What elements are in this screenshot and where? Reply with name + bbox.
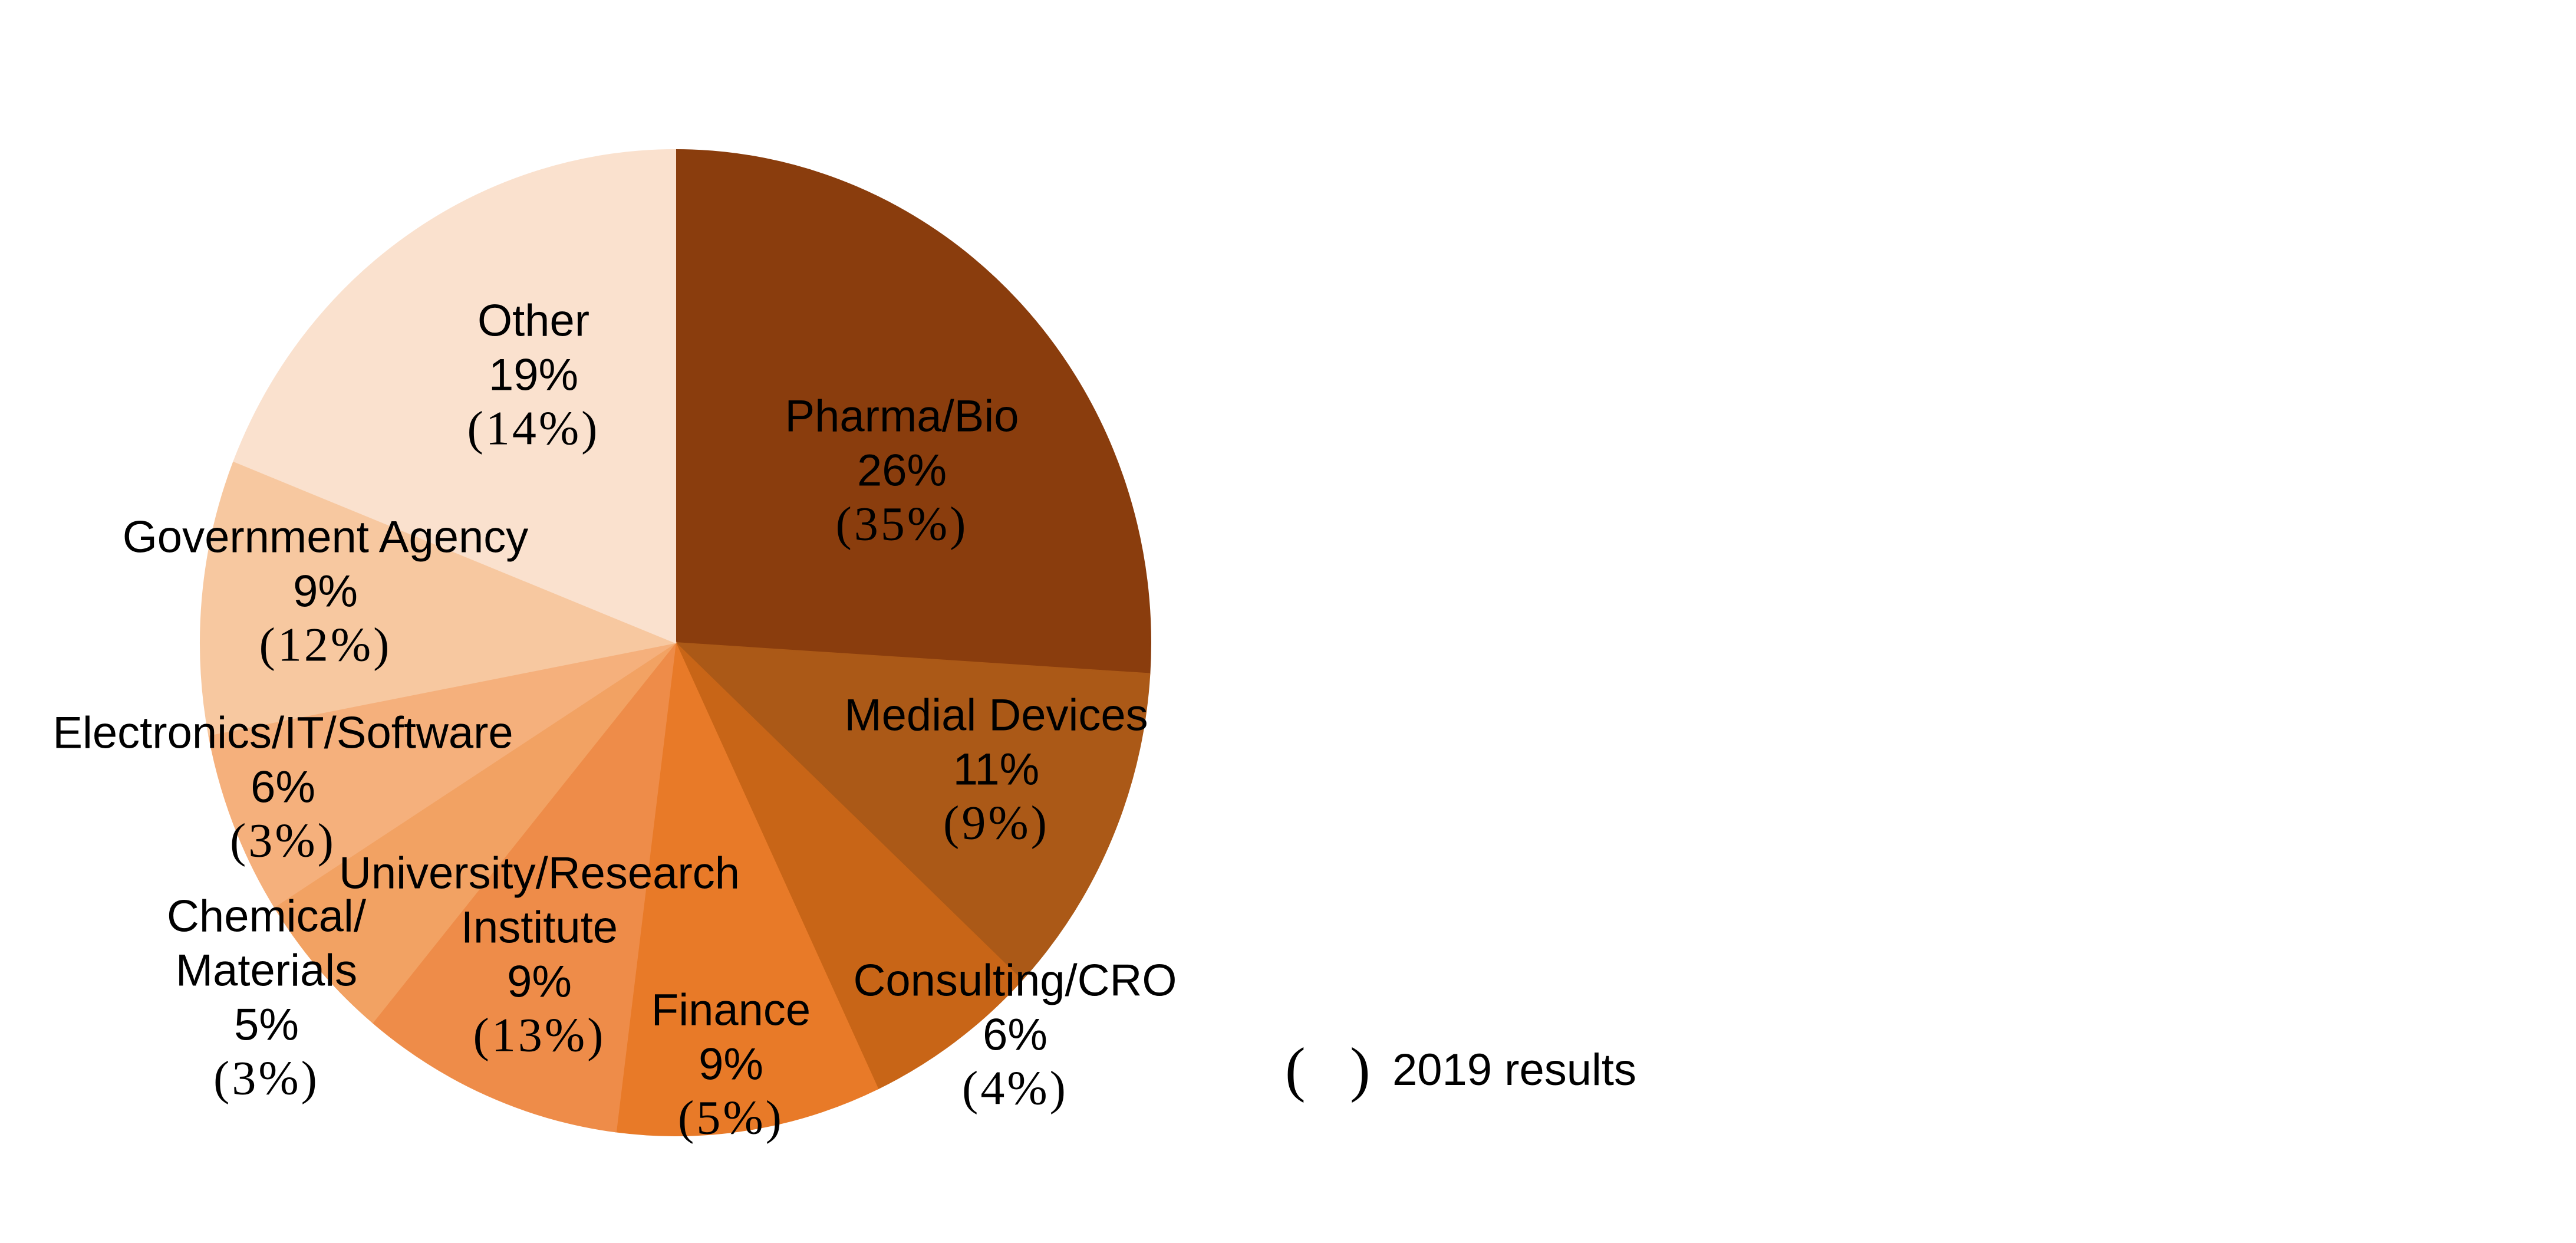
pie-label-consulting-cro-line-2: 6% (983, 1010, 1047, 1060)
pie-slice-electronics-it-software (208, 642, 676, 908)
pie-slice-finance (615, 640, 879, 1136)
pie-label-consulting-cro-line-1: Consulting/CRO (853, 956, 1177, 1006)
pie-label-government-agency-line-1: Government Agency (123, 512, 529, 563)
pie-label-other-line-2: 19% (489, 350, 578, 400)
pie-label-pharma-bio-line-3: (35%) (836, 497, 969, 551)
pie-label-university-research-institute-line-2: Institute (461, 903, 618, 953)
pie-label-finance-line-3: (5%) (678, 1091, 784, 1145)
pie-label-finance-line-2: 9% (699, 1040, 763, 1090)
pie-slices-group (200, 149, 1151, 1136)
pie-label-medial-devices-line-1: Medial Devices (844, 690, 1148, 741)
footnote-label: 2019 results (1392, 1045, 1636, 1095)
pie-label-medial-devices-line-2: 11% (953, 745, 1039, 795)
pie-slice-chemical-materials (274, 642, 676, 1024)
pie-label-chemical-materials-line-3: 5% (234, 1000, 299, 1050)
pie-label-other-line-1: Other (477, 296, 589, 346)
pie-slice-other (233, 149, 676, 644)
pie-label-medial-devices-line-3: (9%) (943, 796, 1049, 850)
pie-label-university-research-institute-line-4: (13%) (473, 1008, 606, 1062)
pie-label-university-research-institute-line-1: University/Research (339, 849, 740, 899)
footnote-open-paren: ( (1285, 1035, 1306, 1103)
pie-label-chemical-materials-line-4: (3%) (213, 1051, 319, 1105)
pie-label-consulting-cro-line-3: (4%) (962, 1061, 1068, 1115)
pie-slice-medial-devices (674, 642, 1151, 981)
pie-label-chemical-materials-line-1: Chemical/ (167, 892, 367, 942)
pie-slice-pharma-bio (675, 149, 1151, 675)
pie-label-electronics-it-software-line-3: (3%) (230, 814, 336, 867)
pie-slice-university-research-institute (371, 640, 677, 1133)
pie-label-government-agency-line-3: (12%) (259, 618, 392, 672)
pie-label-pharma-bio-line-1: Pharma/Bio (785, 392, 1019, 442)
pie-slice-consulting-cro (675, 642, 1023, 1090)
pie-label-other-line-3: (14%) (467, 402, 600, 455)
pie-slice-government-agency (200, 460, 678, 736)
footnote: ( ) 2019 results (1285, 1035, 1636, 1103)
pie-label-electronics-it-software-line-1: Electronics/IT/Software (52, 708, 513, 758)
footnote-close-paren: ) (1350, 1035, 1371, 1103)
pie-label-university-research-institute-line-3: 9% (507, 957, 572, 1007)
pie-label-government-agency-line-2: 9% (293, 567, 358, 617)
pie-label-electronics-it-software-line-2: 6% (251, 762, 315, 813)
pie-label-pharma-bio-line-2: 26% (857, 446, 947, 496)
pie-label-chemical-materials-line-2: Materials (176, 946, 357, 996)
pie-label-finance-line-1: Finance (651, 985, 811, 1035)
